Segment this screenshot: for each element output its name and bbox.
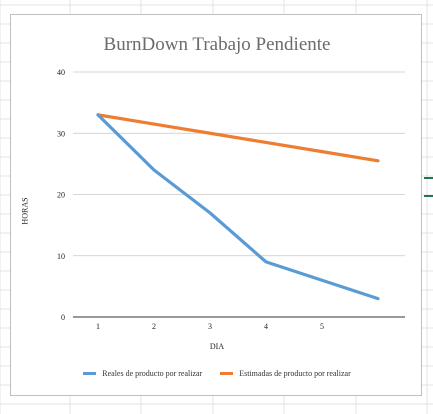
- plot-area: 0 10 20 30 40 1 2 3 4 5: [57, 68, 405, 331]
- legend-swatch-estimadas: [220, 371, 234, 375]
- chart-title: BurnDown Trabajo Pendiente: [103, 34, 331, 55]
- chart-container[interactable]: BurnDown Trabajo Pendiente 0 10 20 30 40 1 2 3…: [10, 14, 422, 396]
- y-tick-label: 30: [57, 129, 65, 138]
- y-tick-label: 0: [61, 313, 65, 322]
- series-lines: [96, 113, 380, 301]
- x-tick-label: 4: [264, 322, 268, 331]
- legend: Reales de producto por realizar Estimada…: [11, 366, 423, 380]
- x-tick-label: 2: [152, 322, 156, 331]
- legend-swatch-reales: [83, 371, 97, 375]
- spreadsheet-selection-marker-bottom: [424, 195, 433, 197]
- y-axis-ticks: 0 10 20 30 40: [57, 68, 65, 322]
- series-line-estimadas[interactable]: [96, 113, 380, 163]
- spreadsheet-selection-marker-top: [424, 177, 433, 179]
- x-axis-title: DIA: [209, 342, 225, 351]
- x-tick-label: 5: [320, 322, 324, 331]
- y-tick-label: 10: [57, 252, 65, 261]
- y-tick-label: 20: [57, 191, 65, 200]
- y-axis-title: HORAS: [20, 197, 30, 225]
- legend-item-reales[interactable]: Reales de producto por realizar: [83, 369, 202, 378]
- x-tick-label: 3: [208, 322, 212, 331]
- gridlines: [73, 71, 405, 318]
- legend-item-estimadas[interactable]: Estimadas de producto por realizar: [220, 369, 351, 378]
- x-tick-label: 1: [96, 322, 100, 331]
- legend-label-reales: Reales de producto por realizar: [102, 368, 203, 378]
- x-axis-ticks: 1 2 3 4 5: [96, 322, 324, 331]
- legend-label-estimadas: Estimadas de producto por realizar: [239, 368, 351, 378]
- y-tick-label: 40: [57, 68, 65, 77]
- series-line-reales[interactable]: [96, 113, 380, 301]
